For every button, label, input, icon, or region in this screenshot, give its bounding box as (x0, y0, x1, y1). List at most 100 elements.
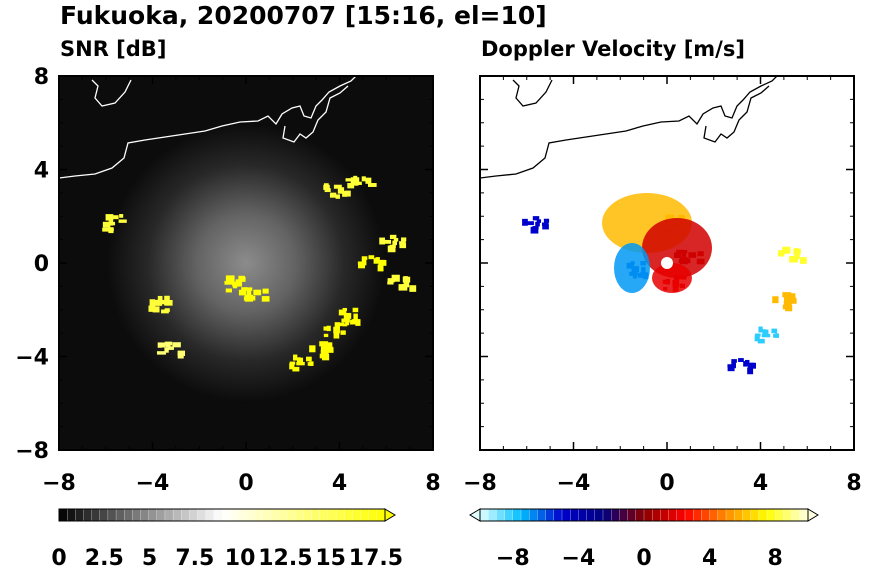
snr-colorbar-label: 2.5 (85, 546, 124, 570)
snr-axes: −8 −4 0 4 8 8 4 0 −4 −8 (15, 65, 440, 496)
snr-echo-pixel (164, 347, 169, 353)
doppler-echo-pixel (731, 362, 736, 369)
doppler-echo-pixel (527, 221, 534, 226)
snr-colorbar-cell (99, 508, 109, 522)
snr-echo-pixel (119, 214, 124, 218)
snr-colorbar-label: 5 (142, 546, 157, 570)
doppler-echo-pixel (731, 359, 737, 363)
snr-xtick-label: 8 (425, 471, 440, 496)
doppler-echo-pixel (793, 248, 801, 255)
snr-echo-pixel (294, 357, 301, 361)
doppler-colorbar-label: 4 (702, 546, 717, 570)
snr-ytick-label: −4 (15, 346, 49, 371)
snr-echo-pixel (352, 319, 361, 323)
snr-echo-pixel (340, 330, 346, 335)
snr-echo-pixel (320, 346, 330, 353)
doppler-echo-pixel (760, 329, 767, 333)
doppler-echo-pixel (727, 364, 735, 372)
snr-colorbar-cell (164, 508, 174, 522)
snr-echo-pixel (238, 289, 247, 296)
doppler-echo-pixel (542, 224, 549, 230)
snr-echo-pixel (154, 299, 163, 306)
snr-colorbar-cell (140, 508, 150, 522)
snr-colorbar-cell (287, 508, 297, 522)
snr-colorbar-cell (303, 508, 313, 522)
doppler-colorbar-cell (479, 508, 489, 522)
snr-colorbar-cell (75, 508, 85, 522)
doppler-echo-pixel (785, 304, 793, 312)
snr-echo-pixel (403, 279, 410, 287)
snr-echo-pixel (361, 259, 367, 266)
figure-title: Fukuoka, 20200707 [15:16, el=10] (60, 1, 547, 30)
snr-echo-pixel (246, 288, 252, 296)
snr-coastline-north (91, 79, 132, 107)
snr-echo-pixel (401, 237, 407, 242)
doppler-echo-pixel (757, 338, 765, 344)
snr-panel-title: SNR [dB] (60, 37, 166, 61)
snr-echo-pixel (309, 345, 316, 353)
doppler-echo-pixel (799, 257, 807, 264)
snr-echo-pixel (387, 245, 396, 253)
doppler-echo-pixel (782, 292, 792, 298)
snr-echo-pixel (289, 361, 296, 365)
doppler-xtick-label: −8 (463, 471, 497, 496)
snr-echo-pixel (159, 342, 166, 348)
snr-echo-pixel (306, 356, 312, 362)
snr-echo-pixel (391, 274, 400, 282)
snr-echo-pixel (324, 188, 331, 193)
doppler-colorbar-cell (684, 508, 694, 522)
snr-echo-pixel (343, 312, 352, 319)
doppler-colorbar-cell (586, 508, 596, 522)
snr-echo-pixel (338, 322, 345, 327)
snr-echo-pixel (148, 305, 156, 312)
doppler-colorbar-cell (496, 508, 506, 522)
doppler-colorbar-cell (529, 508, 539, 522)
doppler-colorbar-extend-max (807, 508, 819, 522)
snr-colorbar-cell (229, 508, 239, 522)
snr-echo-pixel (165, 343, 171, 348)
snr-echo-pixel (149, 299, 156, 306)
snr-echo-pixel (296, 361, 305, 366)
snr-echo-pixel (365, 177, 372, 184)
snr-echo-pixel (355, 319, 361, 326)
snr-echo-pixel (323, 333, 329, 338)
doppler-echo-pixel (744, 359, 750, 364)
doppler-echo-pixel (532, 216, 540, 221)
snr-xtick-label: −8 (42, 471, 76, 496)
doppler-colorbar-cell (635, 508, 645, 522)
doppler-echo-pixel (771, 328, 778, 334)
doppler-echo-pixel (789, 256, 798, 263)
snr-echo-pixel (235, 279, 241, 286)
snr-echo-pixel (157, 342, 163, 348)
doppler-colorbar-label: −8 (496, 546, 530, 570)
snr-ytick-label: 0 (34, 252, 49, 277)
doppler-colorbar-cell (775, 508, 785, 522)
snr-echo-pixel (238, 276, 246, 282)
doppler-echo-layer (522, 193, 807, 375)
doppler-colorbar-cell (553, 508, 563, 522)
doppler-echo-pixel (777, 253, 785, 257)
snr-echo-pixel (292, 366, 300, 372)
doppler-colorbar-cell (537, 508, 547, 522)
snr-echo-pixel (108, 220, 114, 226)
snr-colorbar-cell (148, 508, 158, 522)
doppler-colorbar-cell (660, 508, 670, 522)
snr-echo-pixel (361, 256, 368, 260)
snr-echo-pixel (399, 241, 406, 245)
snr-colorbar: 0 2.5 5 7.5 10 12.5 15 17.5 (51, 508, 403, 570)
doppler-radar-site (661, 257, 673, 269)
doppler-echo-cluster (652, 263, 692, 293)
doppler-colorbar-cell (561, 508, 571, 522)
snr-echo-pixel (102, 227, 110, 232)
snr-echo-layer (102, 175, 417, 372)
snr-echo-pixel (384, 239, 392, 244)
doppler-colorbar-cell (578, 508, 588, 522)
doppler-pier (703, 85, 770, 143)
doppler-echo-pixel (749, 362, 755, 368)
snr-panel: −8 −4 0 4 8 8 4 0 −4 −8 (15, 65, 440, 496)
doppler-colorbar-cell (512, 508, 522, 522)
doppler-colorbar-cell (709, 508, 719, 522)
doppler-colorbar-cell (750, 508, 760, 522)
doppler-colorbar-label: −4 (562, 546, 596, 570)
